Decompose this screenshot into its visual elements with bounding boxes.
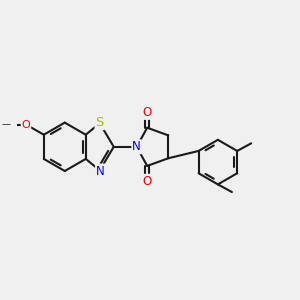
Text: O: O <box>142 106 152 119</box>
Text: —: — <box>2 120 11 129</box>
Text: N: N <box>132 140 141 153</box>
Text: N: N <box>96 164 105 178</box>
Text: O: O <box>142 175 152 188</box>
Text: O: O <box>22 119 30 130</box>
Text: S: S <box>96 116 104 129</box>
